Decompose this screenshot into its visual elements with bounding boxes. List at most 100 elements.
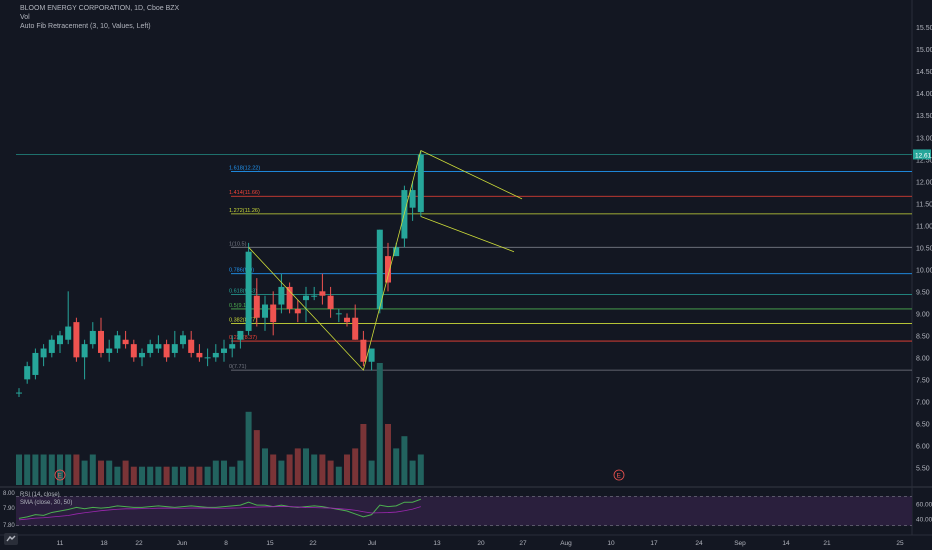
candle-body[interactable]: [278, 286, 285, 305]
time-axis-label[interactable]: Aug: [560, 540, 572, 547]
candle-body[interactable]: [311, 295, 318, 297]
candle-body[interactable]: [196, 352, 203, 358]
candle-body[interactable]: [262, 304, 268, 318]
price-axis-label[interactable]: 5.50: [916, 465, 930, 472]
price-axis-label[interactable]: 6.00: [916, 443, 930, 450]
price-axis-label[interactable]: 8.00: [916, 355, 930, 362]
price-axis-label[interactable]: 9.50: [916, 289, 930, 296]
price-axis-label[interactable]: 6.50: [916, 421, 930, 428]
projection-line-upper[interactable]: [420, 150, 523, 200]
time-axis-label[interactable]: 10: [607, 540, 615, 547]
last-price-tag[interactable]: [913, 149, 931, 160]
candle-body[interactable]: [171, 344, 178, 353]
price-axis-label[interactable]: 13.00: [916, 135, 932, 142]
time-axis-label[interactable]: 22: [135, 540, 143, 547]
candle-body[interactable]: [294, 308, 301, 314]
candle-body[interactable]: [40, 348, 47, 358]
candle-body[interactable]: [368, 348, 375, 362]
time-axis-label[interactable]: 20: [477, 540, 485, 547]
candle-body[interactable]: [122, 339, 129, 345]
time-axis-label[interactable]: Sep: [734, 540, 746, 547]
rsi-axis-label[interactable]: 60.00: [916, 502, 932, 509]
time-axis-label[interactable]: 11: [57, 540, 64, 547]
candle-body[interactable]: [204, 357, 211, 359]
time-axis-label[interactable]: Jun: [177, 540, 188, 547]
candle-body[interactable]: [57, 335, 63, 345]
volume-indicator-label[interactable]: Vol: [20, 14, 30, 21]
candle-body[interactable]: [139, 352, 145, 358]
symbol-title[interactable]: BLOOM ENERGY CORPORATION, 1D, Cboe BZX: [20, 5, 180, 12]
rsi-sma-line[interactable]: [18, 506, 421, 521]
candle-body[interactable]: [114, 335, 121, 349]
candle-body[interactable]: [245, 251, 252, 331]
price-axis-label[interactable]: 14.00: [916, 91, 932, 98]
candle-body[interactable]: [130, 344, 137, 358]
candle-body[interactable]: [98, 330, 104, 353]
time-axis-label[interactable]: 13: [433, 540, 441, 547]
candle-body[interactable]: [303, 295, 309, 301]
time-axis-label[interactable]: 17: [650, 540, 658, 547]
earnings-marker-icon[interactable]: [613, 469, 625, 481]
candle-body[interactable]: [319, 291, 326, 296]
candle-body[interactable]: [352, 317, 359, 340]
rsi-axis-label[interactable]: 40.00: [916, 516, 932, 523]
candle-body[interactable]: [409, 190, 416, 208]
time-axis-label[interactable]: 21: [823, 540, 831, 547]
candle-body[interactable]: [180, 335, 186, 345]
candle-body[interactable]: [360, 339, 367, 362]
price-axis-label[interactable]: 15.50: [916, 25, 932, 32]
time-axis-label[interactable]: 24: [695, 540, 703, 547]
rsi-indicator-label[interactable]: RSI (14, close): [20, 492, 60, 498]
candle-body[interactable]: [335, 313, 342, 315]
price-axis-label[interactable]: 13.50: [916, 113, 932, 120]
candle-body[interactable]: [155, 344, 162, 349]
time-axis-label[interactable]: 15: [266, 540, 274, 547]
candle-body[interactable]: [65, 326, 72, 340]
price-axis-label[interactable]: 14.50: [916, 69, 932, 76]
price-axis-label[interactable]: 12.00: [916, 179, 932, 186]
candle-body[interactable]: [270, 304, 277, 323]
time-axis-label[interactable]: 8: [224, 540, 228, 547]
rsi-line[interactable]: [18, 498, 421, 519]
candle-body[interactable]: [147, 344, 154, 353]
candle-body[interactable]: [73, 322, 80, 358]
fib-trend-line[interactable]: [248, 150, 422, 371]
candle-body[interactable]: [376, 229, 383, 309]
time-axis-label[interactable]: 27: [519, 540, 527, 547]
earnings-marker-icon[interactable]: [54, 469, 66, 481]
candle-body[interactable]: [385, 256, 391, 283]
time-axis-label[interactable]: 22: [309, 540, 317, 547]
price-axis-label[interactable]: 12.50: [916, 157, 932, 164]
time-axis-label[interactable]: 25: [896, 540, 904, 547]
price-axis-label[interactable]: 8.50: [916, 333, 930, 340]
candle-body[interactable]: [188, 339, 195, 353]
candle-body[interactable]: [327, 295, 334, 309]
candle-body[interactable]: [32, 352, 39, 375]
price-axis-label[interactable]: 7.00: [916, 399, 930, 406]
price-axis-label[interactable]: 9.00: [916, 311, 930, 318]
price-axis-label[interactable]: 10.50: [916, 245, 932, 252]
tradingview-logo-icon[interactable]: [4, 533, 18, 545]
candle-body[interactable]: [163, 344, 170, 358]
candle-body[interactable]: [81, 344, 88, 358]
candle-body[interactable]: [24, 366, 31, 380]
projection-line-lower[interactable]: [420, 216, 515, 253]
price-axis-label[interactable]: 7.50: [916, 377, 930, 384]
candle-body[interactable]: [417, 154, 424, 213]
candle-body[interactable]: [212, 352, 219, 358]
candle-body[interactable]: [344, 317, 350, 323]
candle-body[interactable]: [286, 286, 293, 309]
candle-body[interactable]: [221, 348, 227, 353]
price-axis-label[interactable]: 11.50: [916, 201, 932, 208]
price-axis-label[interactable]: 15.00: [916, 47, 932, 54]
candle-body[interactable]: [48, 339, 55, 353]
candle-body[interactable]: [229, 344, 236, 349]
candle-body[interactable]: [253, 295, 260, 318]
candle-body[interactable]: [237, 330, 244, 340]
sma-indicator-label[interactable]: SMA (close, 30, 50): [20, 500, 73, 506]
time-axis-label[interactable]: Jul: [368, 540, 377, 547]
time-axis-label[interactable]: 18: [100, 540, 108, 547]
candle-body[interactable]: [106, 348, 113, 353]
